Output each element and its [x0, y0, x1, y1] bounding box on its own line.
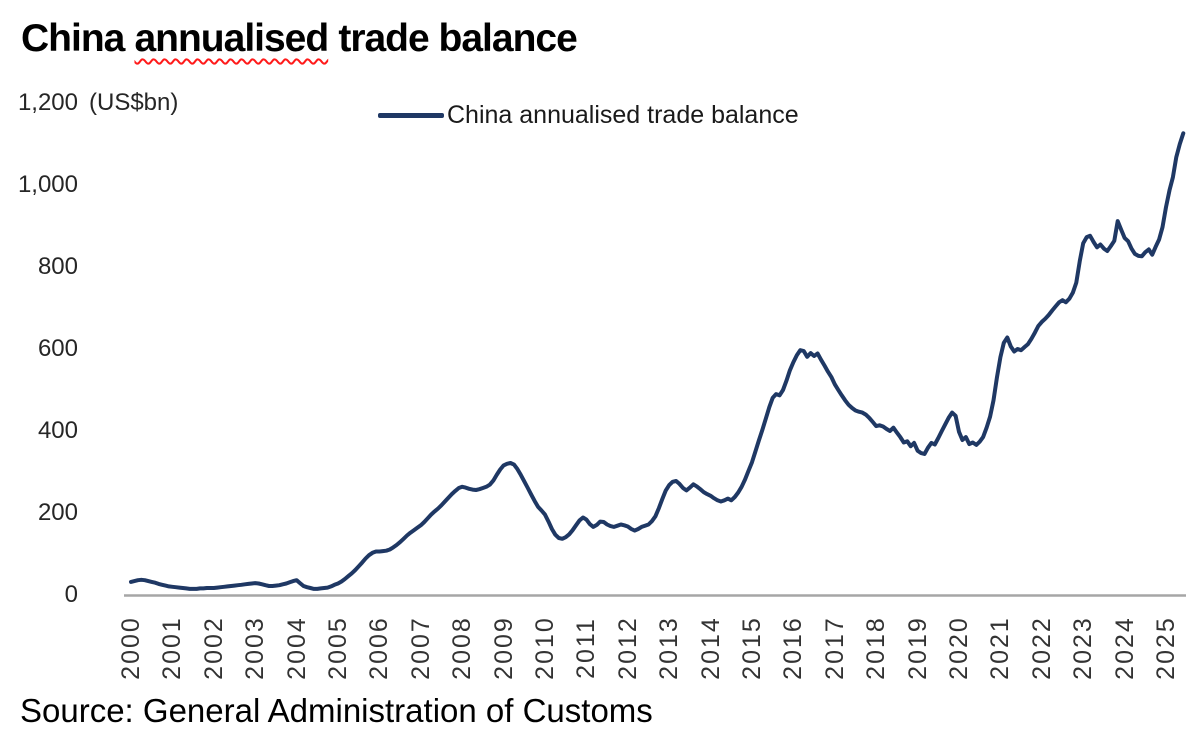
legend: China annualised trade balance	[378, 100, 799, 130]
legend-line-swatch	[378, 112, 444, 118]
x-axis-tick-label: 2023	[1069, 616, 1098, 680]
x-axis-tick-label: 2004	[282, 616, 311, 680]
x-axis-tick-label: 2010	[531, 616, 559, 680]
y-axis-unit-label: (US$bn)	[89, 89, 179, 116]
source-note: Source: General Administration of Custom…	[20, 692, 653, 729]
x-axis-tick-label: 2014	[696, 616, 725, 680]
x-axis-tick-label: 2011	[572, 617, 601, 679]
x-axis-tick-label: 2015	[738, 616, 766, 680]
series-line	[129, 131, 1186, 591]
x-axis-tick-label: 2024	[1110, 616, 1139, 680]
x-axis-tick-label: 2022	[1027, 616, 1056, 680]
x-axis-tick-label: 2017	[820, 616, 849, 680]
y-axis-tick-label: 0	[64, 581, 78, 608]
y-axis-tick-label: 400	[37, 417, 78, 444]
misspelling-squiggle-word: annualised	[134, 17, 329, 60]
x-axis-tick-label: 2000	[117, 616, 145, 680]
x-axis-tick-label: 2007	[406, 616, 435, 680]
x-axis-tick-label: 2002	[199, 616, 228, 680]
y-axis-tick-label: 800	[37, 253, 78, 280]
x-axis-tick-label: 2012	[613, 616, 642, 680]
y-axis-tick-label: 200	[37, 499, 78, 526]
y-axis-tick-label: 1,200	[17, 89, 78, 116]
x-axis-tick-label: 2008	[448, 616, 477, 680]
x-axis-tick-label: 2025	[1152, 616, 1180, 680]
y-axis-tick-label: 600	[37, 335, 78, 362]
title-prefix: China	[21, 17, 125, 60]
x-axis-tick-label: 2019	[903, 616, 932, 680]
x-axis-tick-label: 2009	[489, 616, 518, 680]
chart-title: China annualised trade balance	[21, 17, 578, 61]
x-axis-tick-label: 2020	[945, 616, 973, 680]
y-axis-tick-label: 1,000	[17, 171, 78, 198]
title-suffix: trade balance	[338, 17, 577, 60]
x-axis-tick-label: 2018	[862, 616, 891, 680]
x-axis-tick-label: 2021	[986, 616, 1015, 680]
x-axis-tick-label: 2013	[655, 616, 684, 680]
x-axis-tick-label: 2016	[779, 616, 808, 680]
x-axis-tick-label: 2005	[324, 616, 352, 680]
x-axis-tick-label: 2001	[158, 616, 187, 680]
legend-label: China annualised trade balance	[447, 101, 799, 129]
x-axis-tick-label: 2003	[241, 616, 270, 680]
x-axis-tick-label: 2006	[365, 616, 394, 680]
